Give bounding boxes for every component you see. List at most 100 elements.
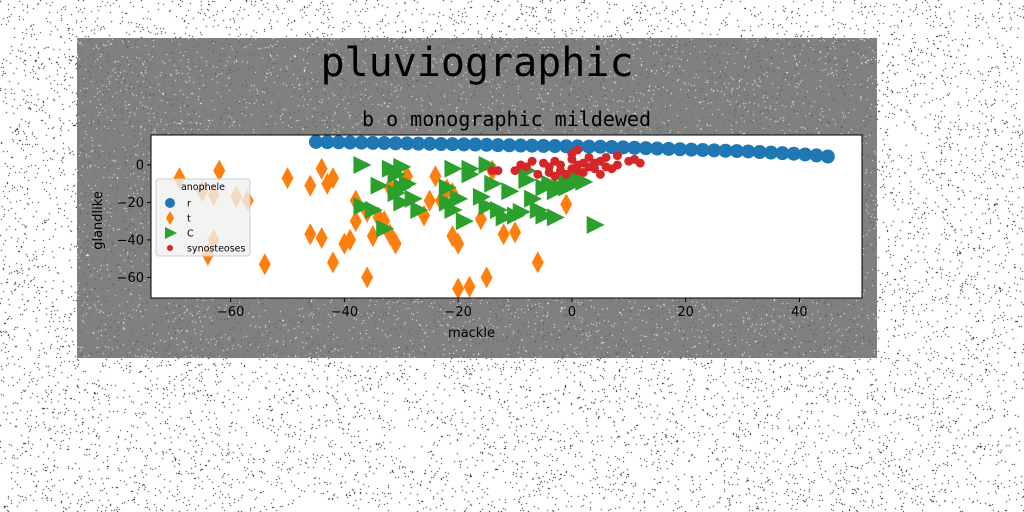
point-series-synosteoses	[635, 158, 645, 168]
point-series-t	[452, 277, 465, 300]
point-series-c	[478, 197, 497, 216]
point-series-synosteoses	[584, 152, 594, 162]
point-series-r	[308, 134, 323, 149]
point-series-synosteoses	[493, 166, 503, 176]
x-tick-label: −40	[331, 305, 358, 320]
point-series-t	[429, 165, 442, 188]
point-series-t	[560, 193, 573, 216]
legend-label: r	[187, 199, 191, 210]
point-series-t	[304, 223, 317, 246]
point-series-r	[593, 139, 608, 154]
point-series-synosteoses	[561, 169, 571, 179]
point-series-c	[393, 157, 412, 176]
x-axis-label: mackle	[448, 326, 495, 341]
point-series-c	[524, 189, 543, 208]
point-series-c	[535, 206, 554, 225]
point-series-t	[258, 253, 271, 276]
point-series-t	[389, 232, 402, 255]
point-series-c	[353, 197, 372, 216]
point-series-c	[575, 172, 594, 191]
point-series-c	[393, 193, 412, 212]
x-tick-label: −20	[444, 305, 471, 320]
point-series-r	[331, 135, 346, 150]
point-series-c	[450, 189, 469, 208]
point-series-c	[376, 219, 395, 238]
point-series-t	[452, 232, 465, 255]
y-axis-label: glandlike	[91, 191, 106, 250]
point-series-t	[304, 174, 317, 197]
legend-box	[155, 178, 251, 257]
point-series-c	[501, 182, 520, 201]
point-series-c	[364, 200, 383, 219]
legend-label: synosteoses	[187, 244, 246, 255]
point-series-r	[411, 136, 426, 151]
point-series-c	[410, 200, 429, 219]
point-series-c	[518, 170, 537, 189]
y-tick-label: −60	[117, 271, 144, 286]
point-series-r	[559, 139, 574, 154]
y-tick-label: 0	[136, 158, 144, 173]
point-series-t	[315, 157, 328, 180]
point-series-r	[786, 146, 801, 161]
point-series-r	[684, 142, 699, 157]
point-series-r	[468, 137, 483, 152]
point-series-r	[809, 148, 824, 163]
point-series-t	[315, 227, 328, 250]
point-series-c	[495, 208, 514, 227]
point-series-r	[729, 144, 744, 159]
point-series-synosteoses	[527, 156, 537, 166]
point-series-r	[604, 139, 619, 154]
point-series-r	[434, 136, 449, 151]
point-series-c	[461, 159, 480, 178]
x-tick-label: 0	[568, 305, 576, 320]
legend-marker	[167, 245, 173, 251]
scatter-plot: b o monographic mildewed −60 −40 −20 0 20 40 −6…	[91, 107, 863, 341]
point-series-c	[398, 174, 417, 193]
point-series-c	[444, 159, 463, 178]
point-series-synosteoses	[612, 160, 622, 170]
point-series-r	[672, 142, 687, 157]
point-series-c	[404, 189, 423, 208]
point-series-r	[502, 138, 517, 153]
point-series-r	[741, 144, 756, 159]
point-series-c	[546, 208, 565, 227]
point-series-r	[638, 141, 653, 156]
point-series-c	[563, 174, 582, 193]
x-tick-label: 20	[677, 305, 694, 320]
point-series-t	[480, 266, 493, 289]
point-series-c	[387, 165, 406, 184]
point-series-c	[353, 155, 372, 174]
legend-marker	[165, 227, 177, 239]
point-series-r	[718, 143, 733, 158]
point-series-r	[820, 149, 835, 164]
point-series-synosteoses	[612, 151, 622, 161]
point-series-r	[445, 137, 460, 152]
legend-title: anophele	[181, 182, 225, 193]
point-series-t	[361, 266, 374, 289]
point-series-r	[479, 137, 494, 152]
point-series-c	[512, 202, 531, 221]
point-series-r	[365, 135, 380, 150]
point-series-r	[695, 142, 710, 157]
point-series-synosteoses	[521, 162, 531, 172]
point-series-c	[438, 193, 457, 212]
point-series-r	[707, 143, 722, 158]
point-series-r	[354, 135, 369, 150]
figure-suptitle: pluviographic	[320, 40, 634, 86]
point-series-r	[547, 139, 562, 154]
point-series-t	[344, 228, 357, 251]
point-series-r	[775, 146, 790, 161]
point-series-r	[536, 138, 551, 153]
point-series-t	[281, 167, 294, 190]
point-series-r	[763, 145, 778, 160]
point-series-t	[349, 210, 362, 233]
point-series-c	[484, 174, 503, 193]
figure: pluviographic b o monographic mildewed −6…	[77, 38, 877, 358]
point-series-t	[463, 275, 476, 298]
point-series-c	[478, 155, 497, 174]
point-series-r	[627, 140, 642, 155]
point-series-r	[320, 135, 335, 150]
point-series-t	[213, 159, 226, 182]
y-tick-label: −20	[117, 196, 144, 211]
point-series-r	[490, 138, 505, 153]
